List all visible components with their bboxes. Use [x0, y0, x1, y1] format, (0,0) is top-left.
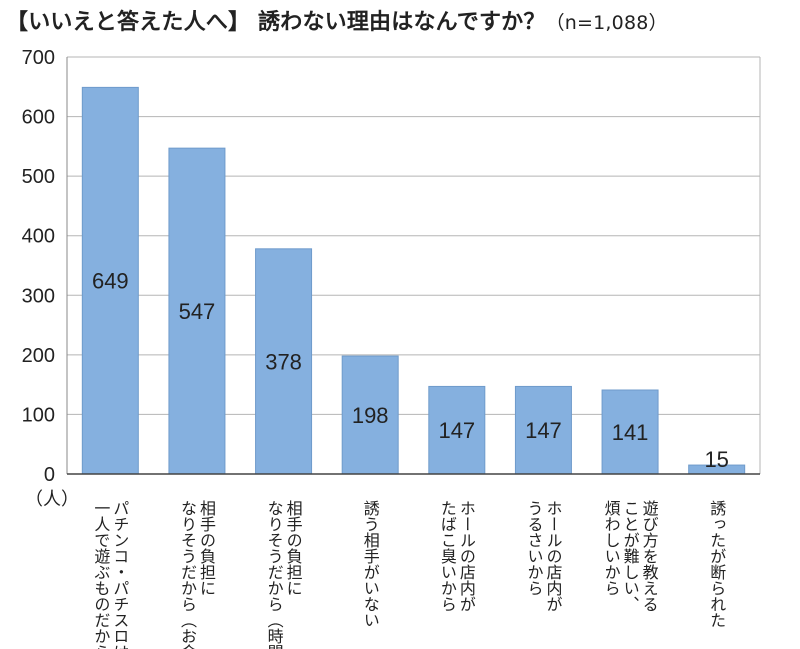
bar [428, 385, 486, 475]
bar [81, 86, 139, 475]
bar-value-label: 198 [352, 403, 389, 428]
x-category-label: ホールの店内が [543, 500, 562, 612]
x-category-label: 誘ったが断られた [707, 500, 726, 628]
x-category-label: なりそうだから（時間） [265, 500, 284, 649]
bar-value-label: 378 [265, 349, 302, 374]
x-category-label: うるさいから [524, 500, 543, 596]
x-category-label: 誘う相手がいない [361, 500, 380, 628]
bar [341, 355, 399, 475]
y-tick-label: 100 [22, 404, 55, 426]
bar [255, 248, 313, 475]
y-tick-label: 300 [22, 285, 55, 307]
x-category-label: ホールの店内が [457, 500, 476, 612]
chart-title: 【いいえと答えた人へ】 誘わない理由はなんですか？（n=1,088） [6, 4, 668, 36]
bar-value-label: 147 [438, 418, 475, 443]
x-category-label: 遊び方を教える [640, 500, 659, 612]
y-tick-label: 400 [22, 226, 55, 248]
x-category-label: 煩わしいから [602, 500, 621, 596]
bar [601, 389, 659, 475]
y-tick-label: 600 [22, 107, 55, 129]
x-category-label: なりそうだから（お金） [178, 500, 197, 649]
x-category-label: たばこ臭いから [438, 500, 457, 612]
bar-value-label: 547 [179, 299, 216, 324]
bar-value-label: 147 [525, 418, 562, 443]
title-text: 【いいえと答えた人へ】 誘わない理由はなんですか？ [6, 10, 546, 35]
y-tick-label: 700 [22, 47, 55, 69]
bar-value-label: 15 [704, 447, 728, 472]
x-category-label: ことが難しい、 [621, 500, 640, 612]
y-axis-unit: （人） [25, 489, 79, 510]
x-category-label: 一人で遊ぶものだから [91, 500, 110, 649]
x-category-label: 相手の負担に [197, 500, 216, 596]
y-tick-label: 0 [44, 464, 55, 486]
bar-value-label: 141 [612, 420, 649, 445]
x-category-label: 相手の負担に [284, 500, 303, 596]
bar [514, 385, 572, 475]
sample-size-note: （n=1,088） [545, 12, 668, 34]
bar-value-label: 649 [92, 269, 129, 294]
bar [168, 147, 226, 475]
x-category-label: パチンコ・パチスロは [110, 500, 129, 649]
y-tick-label: 200 [22, 345, 55, 367]
y-tick-label: 500 [22, 166, 55, 188]
